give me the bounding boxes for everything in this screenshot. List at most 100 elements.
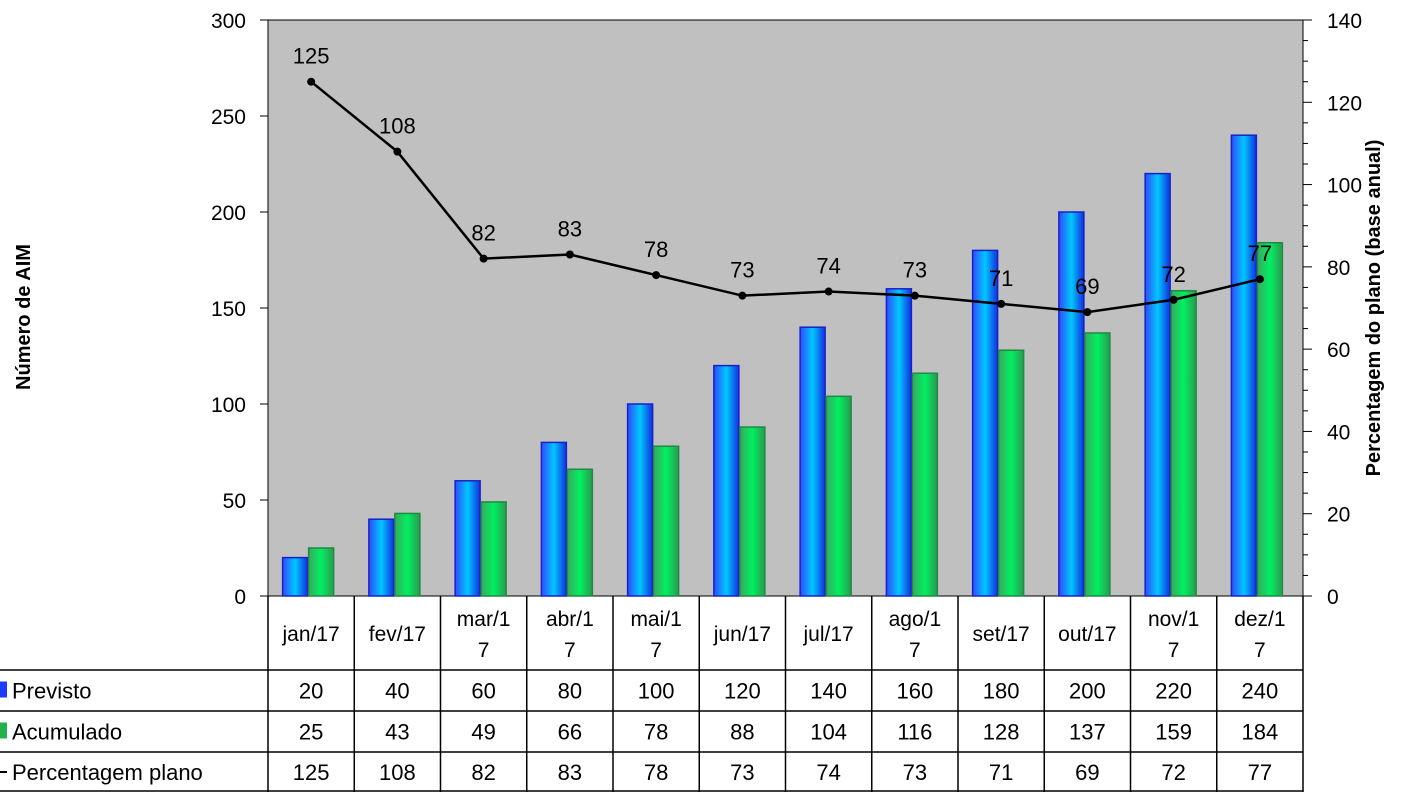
table-cell: 220	[1155, 679, 1192, 704]
x-tick-label: ago/1	[889, 608, 942, 631]
table-cell: 77	[1248, 760, 1272, 785]
bar-acumulado	[480, 501, 507, 597]
legend-key-previsto	[0, 681, 7, 698]
x-tick-label: set/17	[973, 623, 1030, 646]
line-point	[652, 271, 661, 280]
line-series: 125 108 82 83 78 73 74 73 71 69 72 77	[293, 44, 1272, 317]
x-tick-label: abr/1	[546, 608, 594, 631]
y2-tick-label: 40	[1327, 421, 1350, 444]
x-tick-label: nov/1	[1148, 608, 1199, 631]
table-cell: 60	[471, 679, 495, 704]
table-cell: 40	[385, 679, 409, 704]
table-cell: 200	[1069, 679, 1106, 704]
bar-previsto	[1144, 172, 1171, 597]
table-cell: 140	[810, 679, 847, 704]
bar-acumulado	[307, 547, 335, 597]
plot-area	[267, 19, 1304, 597]
bar-previsto	[454, 480, 481, 597]
table-cell: 72	[1161, 760, 1185, 785]
table-cell: 43	[385, 720, 409, 745]
bar-previsto	[799, 326, 826, 597]
y-tick-label: 0	[234, 586, 246, 609]
bar-previsto	[626, 403, 654, 597]
bar-acumulado	[1170, 289, 1197, 597]
y2-tick-label: 140	[1327, 10, 1362, 33]
bar-acumulado	[739, 426, 766, 597]
data-label: 72	[1161, 262, 1185, 287]
bar-previsto	[1230, 134, 1258, 597]
y2-tick-label: 20	[1327, 504, 1350, 527]
y-tick-label: 300	[211, 10, 246, 33]
bar-acumulado	[1084, 332, 1111, 597]
data-label: 83	[558, 217, 582, 242]
table-cell: 128	[983, 720, 1020, 745]
y-tick-label: 100	[211, 394, 246, 417]
table-cell: 184	[1242, 720, 1279, 745]
x-tick-label: mar/1	[457, 608, 511, 631]
data-label: 108	[379, 114, 416, 139]
table-cell: 20	[299, 679, 323, 704]
line-point	[1255, 275, 1264, 284]
table-cell: 160	[897, 679, 934, 704]
table-cell: 74	[816, 760, 840, 785]
y2-tick-label: 120	[1327, 92, 1362, 115]
line-point	[307, 77, 316, 86]
table-row-label: Percentagem plano	[12, 760, 203, 785]
table-cell: 120	[724, 679, 761, 704]
bar-acumulado	[394, 512, 421, 597]
bar-acumulado	[652, 445, 680, 597]
y2-tick-label: 80	[1327, 257, 1350, 280]
x-tick-label: jul/17	[803, 623, 854, 646]
bar-previsto	[885, 288, 913, 597]
bar-previsto	[971, 249, 999, 597]
bar-acumulado	[566, 468, 594, 597]
data-table: jan/17 fev/17 mar/1 7 abr/1 7 mai/1 7 jun/17 jul/…	[0, 596, 1304, 792]
y2-tick-label: 100	[1327, 175, 1362, 198]
bar-previsto	[1058, 211, 1085, 597]
data-label: 74	[816, 254, 840, 279]
bar-acumulado	[825, 395, 852, 597]
bar-series	[281, 134, 1284, 597]
x-tick-label: 7	[1254, 639, 1266, 662]
table-cell: 240	[1242, 679, 1279, 704]
x-tick-label: 7	[478, 639, 490, 662]
table-cell: 108	[379, 760, 416, 785]
data-label: 71	[989, 266, 1013, 291]
table-cell: 25	[299, 720, 323, 745]
table-cell: 73	[730, 760, 754, 785]
data-label: 125	[293, 44, 330, 69]
line-point	[910, 291, 919, 300]
line-point	[738, 291, 747, 300]
legend-key-acumulado	[0, 722, 7, 739]
table-cell: 78	[644, 720, 668, 745]
line-percentagem-plano	[310, 80, 1261, 314]
line-point	[565, 250, 574, 259]
table-cell: 180	[983, 679, 1020, 704]
table-cell: 71	[989, 760, 1013, 785]
y-axis-label: Número de AIM	[13, 244, 35, 390]
y-tick-label: 250	[211, 106, 246, 129]
x-tick-label: 7	[1168, 639, 1180, 662]
y-axis: 0 50 100 150 200 250 300	[211, 10, 269, 609]
bar-acumulado	[911, 372, 939, 597]
table-cell: 104	[810, 720, 847, 745]
y2-axis: 0 20 40 60 80 100 120 140	[1302, 10, 1362, 609]
table-cell: 78	[644, 760, 668, 785]
table-cell: 66	[558, 720, 582, 745]
table-cell: 125	[293, 760, 330, 785]
line-point	[1169, 295, 1178, 304]
line-point	[479, 254, 488, 263]
y2-axis-label: Percentagem do plano (base anual)	[1363, 140, 1385, 477]
table-cell: 116	[897, 720, 932, 745]
bar-acumulado	[1256, 241, 1284, 597]
table-cell: 137	[1069, 720, 1106, 745]
x-tick-label: 7	[650, 639, 662, 662]
table-cell: 73	[903, 760, 927, 785]
y-tick-label: 200	[211, 202, 246, 225]
table-cell: 69	[1075, 760, 1099, 785]
table-row-label: Acumulado	[12, 720, 122, 745]
data-label: 73	[903, 258, 927, 283]
line-point	[824, 287, 833, 296]
x-tick-label: mai/1	[630, 608, 681, 631]
data-label: 69	[1075, 274, 1099, 299]
